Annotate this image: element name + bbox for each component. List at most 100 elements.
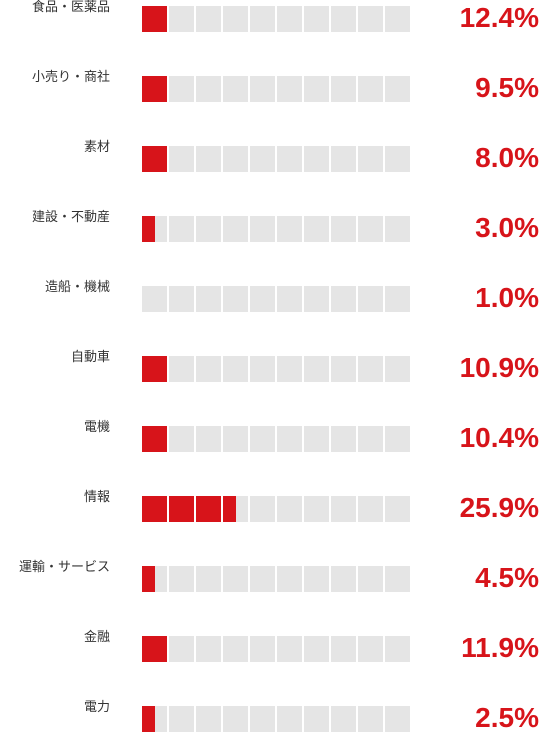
bar-row: 食品・医薬品 12.4%: [0, 0, 557, 36]
bar-track: [142, 636, 412, 662]
bar-cell: [331, 426, 356, 452]
bar-cell: [304, 6, 329, 32]
bar-cell: [196, 706, 221, 732]
value-label: 4.5%: [475, 562, 539, 593]
bar-cell: [304, 496, 329, 522]
bar-cell: [250, 6, 275, 32]
bar-fill: [196, 496, 221, 522]
bar-cell: [169, 6, 194, 32]
bar-cell: [277, 426, 302, 452]
bar-cell: [196, 76, 221, 102]
bar-cell: [250, 566, 275, 592]
bar-cell: [304, 356, 329, 382]
bar-cell: [196, 216, 221, 242]
bar-cell: [223, 146, 248, 172]
bar-track: [142, 6, 412, 32]
bar-cell: [277, 706, 302, 732]
bar-cell: [169, 286, 194, 312]
bar-cell: [331, 636, 356, 662]
bar-cell: [196, 6, 221, 32]
bar-row: 小売り・商社 9.5%: [0, 70, 557, 106]
bar-cell: [142, 286, 167, 312]
bar-fill: [142, 426, 167, 452]
bar-cell: [304, 706, 329, 732]
bar-row: 運輸・サービス 4.5%: [0, 560, 557, 596]
bar-cell: [196, 146, 221, 172]
bar-cell: [385, 286, 410, 312]
bar-cell: [250, 356, 275, 382]
bar-cell: [358, 706, 383, 732]
category-label: 造船・機械: [44, 280, 110, 295]
category-label: 運輸・サービス: [18, 560, 110, 575]
bar-cell: [277, 6, 302, 32]
bar-fill: [142, 216, 155, 242]
bar-cell: [331, 566, 356, 592]
bar-cell: [277, 636, 302, 662]
bar-row: 建設・不動産 3.0%: [0, 210, 557, 246]
bar-cell: [277, 76, 302, 102]
value-label: 2.5%: [475, 702, 539, 733]
bar-cell: [250, 146, 275, 172]
bar-track: [142, 706, 412, 732]
bar-cell: [196, 356, 221, 382]
bar-cell: [304, 426, 329, 452]
bar-cell: [331, 496, 356, 522]
bar-cell: [358, 566, 383, 592]
bar-cell: [304, 216, 329, 242]
category-label: 情報: [83, 490, 110, 505]
bar-row: 金融 11.9%: [0, 630, 557, 666]
value-label: 9.5%: [475, 72, 539, 103]
bar-fill: [142, 566, 155, 592]
bar-cell: [277, 356, 302, 382]
bar-cell: [250, 496, 275, 522]
bar-fill: [142, 6, 167, 32]
bar-cell: [331, 356, 356, 382]
value-label: 1.0%: [475, 282, 539, 313]
bar-cell: [169, 636, 194, 662]
bar-fill: [142, 496, 167, 522]
bar-fill: [223, 496, 236, 522]
bar-cell: [385, 496, 410, 522]
value-label: 10.4%: [459, 422, 539, 453]
bar-fill: [142, 76, 167, 102]
bar-cell: [223, 216, 248, 242]
bar-cell: [223, 426, 248, 452]
bar-cell: [223, 706, 248, 732]
value-label: 3.0%: [475, 212, 539, 243]
bar-fill: [142, 636, 167, 662]
bar-row: 電機 10.4%: [0, 420, 557, 456]
bar-cell: [223, 76, 248, 102]
bar-cell: [169, 146, 194, 172]
bar-cell: [358, 496, 383, 522]
bar-cell: [358, 636, 383, 662]
bar-cell: [277, 216, 302, 242]
bar-row: 造船・機械 1.0%: [0, 280, 557, 316]
category-label: 電力: [83, 700, 110, 715]
bar-track: [142, 426, 412, 452]
bar-cell: [358, 426, 383, 452]
bar-cell: [331, 286, 356, 312]
bar-cell: [331, 6, 356, 32]
bar-cell: [250, 76, 275, 102]
bar-cell: [385, 566, 410, 592]
bar-cell: [223, 286, 248, 312]
bar-cell: [169, 566, 194, 592]
bar-track: [142, 356, 412, 382]
bar-cell: [277, 286, 302, 312]
bar-cell: [196, 286, 221, 312]
bar-row: 情報 25.9%: [0, 490, 557, 526]
bar-cell: [169, 356, 194, 382]
bar-cell: [250, 426, 275, 452]
bar-cell: [250, 216, 275, 242]
category-label: 電機: [83, 420, 110, 435]
bar-cell: [331, 216, 356, 242]
bar-cell: [223, 6, 248, 32]
bar-cell: [169, 76, 194, 102]
bar-cell: [385, 636, 410, 662]
bar-fill: [142, 146, 167, 172]
bar-cell: [385, 146, 410, 172]
category-label: 食品・医薬品: [31, 0, 110, 15]
category-label: 建設・不動産: [31, 210, 110, 225]
bar-cell: [358, 356, 383, 382]
